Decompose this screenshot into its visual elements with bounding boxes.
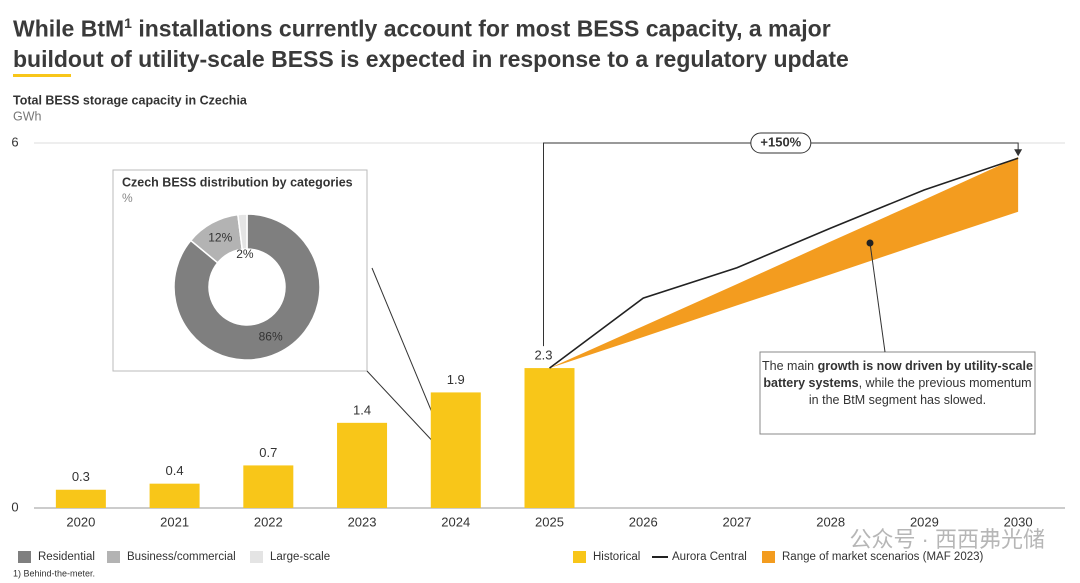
y-tick-label: 6 (11, 134, 18, 149)
bar-value-label: 1.4 (353, 402, 371, 417)
legend-label: Aurora Central (672, 551, 747, 563)
y-tick-label: 0 (11, 499, 18, 514)
pie-title: Czech BESS distribution by categories (122, 175, 353, 189)
bar (524, 368, 575, 508)
bracket-arrow (1014, 149, 1023, 157)
legend-label: Business/commercial (127, 551, 236, 563)
bar (337, 422, 388, 508)
legend-swatch (573, 551, 586, 563)
annotation-pill (750, 132, 812, 154)
title-footnote-mark: 1 (124, 15, 132, 31)
x-tick-label: 2022 (254, 514, 283, 529)
bar-value-label: 0.3 (72, 469, 90, 484)
x-tick-label: 2023 (348, 514, 377, 529)
bar-value-label: 0.4 (166, 463, 184, 478)
legend-swatch (107, 551, 120, 563)
bracket (543, 142, 1019, 347)
annotation: +150% (760, 134, 801, 149)
legend-label: Residential (38, 551, 95, 563)
legend-label: Historical (593, 551, 640, 563)
callout-text: The main (762, 359, 818, 373)
pie-subtitle: % (122, 191, 133, 205)
chart-subtitle: Total BESS storage capacity in Czechia (13, 93, 248, 107)
footnote: 1) Behind-the-meter. (13, 568, 95, 578)
line (549, 157, 1019, 369)
y-axis-label: GWh (13, 109, 42, 123)
legend-label: Large-scale (270, 551, 330, 563)
range-area (549, 156, 1019, 369)
x-tick-label: 2026 (629, 514, 658, 529)
legend-swatch (18, 551, 31, 563)
watermark: 公众号 · 西西弗光储 (849, 527, 1045, 552)
legend-label: Range of market scenarios (MAF 2023) (782, 551, 984, 563)
x-tick-label: 2021 (160, 514, 189, 529)
callout-text: , while the previous momentum in the BtM… (808, 376, 1032, 407)
legend-swatch (762, 551, 775, 563)
x-tick-label: 2025 (535, 514, 564, 529)
x-tick-label: 2029 (910, 514, 939, 529)
callout-box (759, 351, 1036, 435)
title-underline (13, 74, 71, 77)
x-tick-label: 2027 (722, 514, 751, 529)
x-tick-label: 2028 (816, 514, 845, 529)
callout-dot (866, 239, 874, 247)
callout-pointer (869, 242, 886, 353)
title-text: While BtM (13, 15, 125, 42)
x-tick-label: 2024 (441, 514, 470, 529)
callout: The main growth is now driven by utility… (762, 358, 1033, 409)
bar (430, 392, 481, 508)
pie-value-label: 2% (236, 247, 254, 261)
callout-text: growth is now driven by utility-scale ba… (763, 359, 1033, 390)
pie-value-label: 86% (259, 329, 283, 343)
x-tick-label: 2030 (1004, 514, 1033, 529)
bar-value-label: 1.9 (447, 372, 465, 387)
pie-slice (173, 213, 321, 361)
legend-swatch (250, 551, 263, 563)
title-text: installations currently account for most… (13, 15, 849, 72)
bar (149, 483, 200, 508)
bar (55, 489, 106, 508)
x-tick-label: 2020 (66, 514, 95, 529)
page-title: While BtM1 installations currently accou… (13, 8, 913, 74)
bar-value-label: 2.3 (534, 348, 552, 363)
pie-value-label: 12% (208, 231, 232, 245)
pie-slice (237, 213, 248, 251)
bar-value-label: 0.7 (259, 445, 277, 460)
bar (243, 465, 294, 508)
